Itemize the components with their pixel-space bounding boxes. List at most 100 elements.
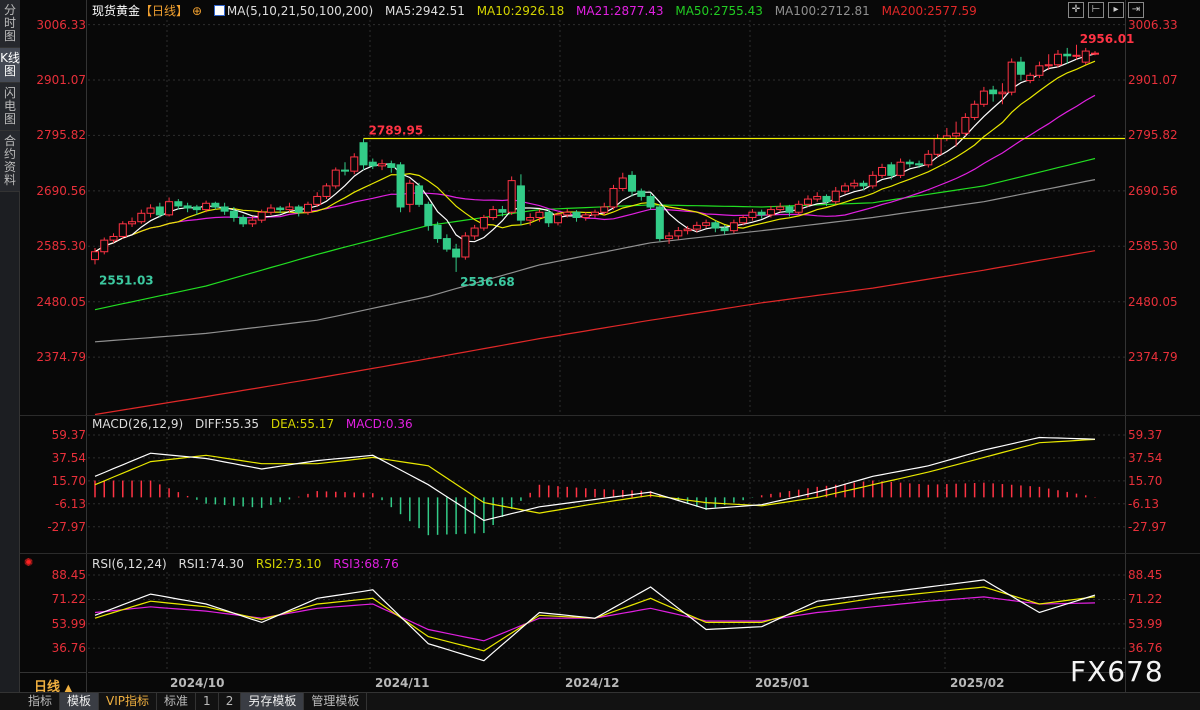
date-axis bbox=[88, 672, 1125, 692]
macd-diff: DIFF:55.35 bbox=[194, 417, 260, 431]
candle-up bbox=[896, 161, 905, 176]
candle-up bbox=[109, 235, 118, 241]
candle-up bbox=[868, 174, 877, 187]
y-tick-label: 71.22 bbox=[51, 592, 86, 607]
low-label: 2551.03 bbox=[99, 273, 154, 287]
candle-up bbox=[692, 224, 701, 230]
ma50-value: MA50:2755.43 bbox=[675, 4, 763, 18]
rsi2-value: RSI2:73.10 bbox=[255, 557, 322, 571]
y-tick-label: -6.13 bbox=[54, 496, 86, 511]
candle-up bbox=[581, 214, 590, 219]
tab-vip-indicators[interactable]: VIP指标 bbox=[99, 693, 158, 710]
y-tick-label: 2901.07 bbox=[36, 73, 86, 87]
tab-templates[interactable]: 模板 bbox=[60, 693, 100, 710]
sidebar-tab-timeshare[interactable]: 分时图 bbox=[0, 0, 20, 48]
candle-up bbox=[118, 223, 127, 237]
macd-chart[interactable] bbox=[88, 432, 1125, 552]
y-tick-label: 37.54 bbox=[51, 450, 86, 465]
y-tick-label: 2690.56 bbox=[1128, 183, 1178, 198]
candle-up bbox=[331, 169, 340, 187]
candle-up bbox=[146, 207, 155, 214]
candle-up bbox=[479, 217, 488, 229]
candle-up bbox=[535, 211, 544, 219]
y-tick-label: 37.54 bbox=[1128, 450, 1163, 465]
sidebar-tab-flash[interactable]: 闪电图 bbox=[0, 83, 20, 131]
tab-indicators[interactable]: 指标 bbox=[0, 693, 61, 710]
candle-down bbox=[396, 164, 405, 208]
ma200-value: MA200:2577.59 bbox=[881, 4, 977, 18]
crosshair-icon[interactable]: ✛ bbox=[1068, 2, 1084, 18]
candle-up bbox=[507, 180, 516, 213]
tab-1[interactable]: 1 bbox=[196, 693, 219, 710]
candle-down bbox=[572, 211, 581, 219]
candle-down bbox=[905, 161, 914, 165]
y-tick-label: 88.45 bbox=[1128, 568, 1163, 583]
triangle-up-icon: ▲ bbox=[64, 683, 73, 694]
price-chart[interactable]: 2789.95 2551.03 2536.68 2956.01 bbox=[88, 20, 1134, 416]
y-tick-label: -6.13 bbox=[1128, 496, 1160, 511]
tab-manage-templates[interactable]: 管理模板 bbox=[304, 693, 368, 710]
candle-up bbox=[1072, 54, 1081, 57]
candle-up bbox=[1026, 74, 1035, 82]
y-tick-label: 36.76 bbox=[1128, 641, 1163, 656]
right-axis-border bbox=[1125, 0, 1126, 692]
candle-up bbox=[553, 214, 562, 224]
candle-down bbox=[544, 211, 553, 224]
candle-up bbox=[100, 239, 109, 253]
ma-params: MA(5,10,21,50,100,200) bbox=[226, 4, 374, 18]
tab-save-template[interactable]: 另存模板 bbox=[241, 693, 305, 710]
candle-up bbox=[961, 116, 970, 134]
candle-up bbox=[776, 206, 785, 211]
ma100-line bbox=[94, 179, 1096, 343]
candle-up bbox=[1044, 64, 1053, 67]
candle-down bbox=[711, 222, 720, 229]
y-tick-label: 71.22 bbox=[1128, 592, 1163, 607]
y-tick-label: 2690.56 bbox=[36, 183, 86, 198]
candle-up bbox=[813, 195, 822, 200]
sidebar-tab-contract-info[interactable]: 合约资料 bbox=[0, 131, 20, 192]
candle-up bbox=[257, 211, 266, 221]
candle-up bbox=[702, 222, 711, 226]
candle-up bbox=[461, 235, 470, 258]
candle-up bbox=[683, 228, 692, 232]
ma10-value: MA10:2926.18 bbox=[476, 4, 565, 18]
y-tick-label: 59.37 bbox=[51, 427, 86, 442]
date-tick: 2025/01 bbox=[755, 676, 810, 690]
candle-up bbox=[322, 185, 331, 197]
rsi-params: RSI(6,12,24) bbox=[92, 557, 167, 571]
rsi-chart[interactable] bbox=[88, 572, 1125, 672]
macd-header: MACD(26,12,9) DIFF:55.35 DEA:55.17 MACD:… bbox=[92, 417, 421, 431]
period-selector[interactable]: 日线 ▲ bbox=[20, 672, 86, 695]
candle-down bbox=[415, 185, 424, 205]
y-tick-label: 2480.05 bbox=[36, 294, 86, 309]
tab-2[interactable]: 2 bbox=[219, 693, 242, 710]
candle-up bbox=[303, 203, 312, 213]
rsi-alert-icon[interactable]: ✺ bbox=[24, 556, 34, 569]
sidebar-tab-kline[interactable]: K线图 bbox=[0, 48, 20, 83]
ma-chart-icon[interactable] bbox=[213, 5, 225, 16]
play-icon[interactable]: ▸ bbox=[1108, 2, 1124, 18]
candle-down bbox=[655, 206, 664, 240]
zoom-range-icon[interactable]: ⊢ bbox=[1088, 2, 1104, 18]
candle-down bbox=[757, 211, 766, 216]
candle-down bbox=[498, 209, 507, 213]
y-tick-label: 2795.82 bbox=[1128, 128, 1178, 143]
candle-up bbox=[952, 132, 961, 137]
candle-down bbox=[239, 217, 248, 225]
candle-down bbox=[424, 203, 433, 226]
candle-up bbox=[526, 217, 535, 221]
tab-standard[interactable]: 标准 bbox=[157, 693, 197, 710]
rsi3-value: RSI3:68.76 bbox=[333, 557, 399, 571]
move-right-icon[interactable]: ⇥ bbox=[1128, 2, 1144, 18]
diff-line bbox=[94, 436, 1096, 522]
candle-up bbox=[165, 201, 174, 216]
y-tick-label: 2374.79 bbox=[1128, 350, 1178, 365]
candle-down bbox=[220, 206, 229, 212]
candle-up bbox=[378, 163, 387, 167]
y-tick-label: 2374.79 bbox=[36, 350, 86, 365]
settings-icon[interactable]: ⊕ bbox=[192, 4, 203, 18]
candle-down bbox=[859, 182, 868, 187]
date-tick: 2025/02 bbox=[950, 676, 1005, 690]
candle-up bbox=[350, 156, 359, 172]
candle-up bbox=[405, 182, 414, 205]
